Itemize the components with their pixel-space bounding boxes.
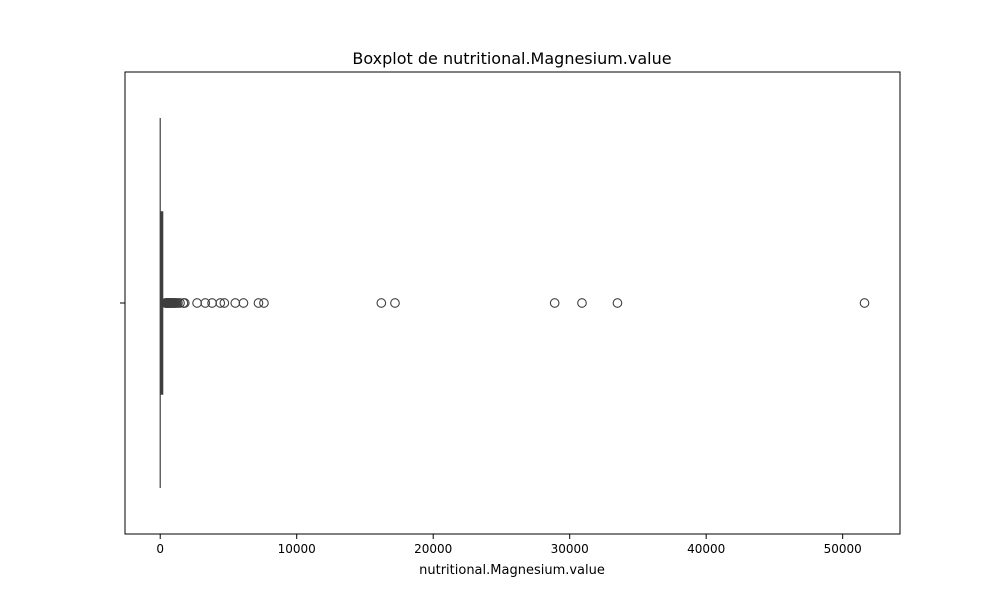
- x-tick-label: 30000: [551, 542, 589, 556]
- outlier-group: [160, 298, 870, 308]
- outlier-point: [259, 298, 269, 308]
- outlier-point: [549, 298, 560, 308]
- x-tick-label: 40000: [687, 542, 725, 556]
- x-axis-ticks: 0 10000 20000 30000 40000 50000: [156, 534, 862, 556]
- outlier-point: [200, 298, 211, 308]
- outlier-point: [215, 298, 226, 308]
- outlier-point: [390, 298, 400, 308]
- outlier-point: [253, 298, 264, 308]
- outlier-point: [238, 298, 249, 308]
- outlier-point: [219, 298, 230, 308]
- plot-area-frame: [124, 71, 901, 535]
- outlier-point: [179, 298, 190, 308]
- outlier-point: [859, 298, 870, 308]
- x-tick-label: 10000: [278, 542, 316, 556]
- x-tick-label: 50000: [824, 542, 862, 556]
- outlier-point: [376, 298, 387, 308]
- outlier-point: [175, 298, 185, 308]
- outlier-point: [612, 298, 623, 308]
- outlier-point: [577, 298, 587, 308]
- chart-title: Boxplot de nutritional.Magnesium.value: [352, 49, 671, 68]
- outlier-point: [192, 298, 202, 308]
- outlier-point: [230, 298, 241, 308]
- x-axis-label: nutritional.Magnesium.value: [419, 563, 605, 578]
- x-tick-label: 0: [156, 542, 164, 556]
- x-tick-label: 20000: [414, 542, 452, 556]
